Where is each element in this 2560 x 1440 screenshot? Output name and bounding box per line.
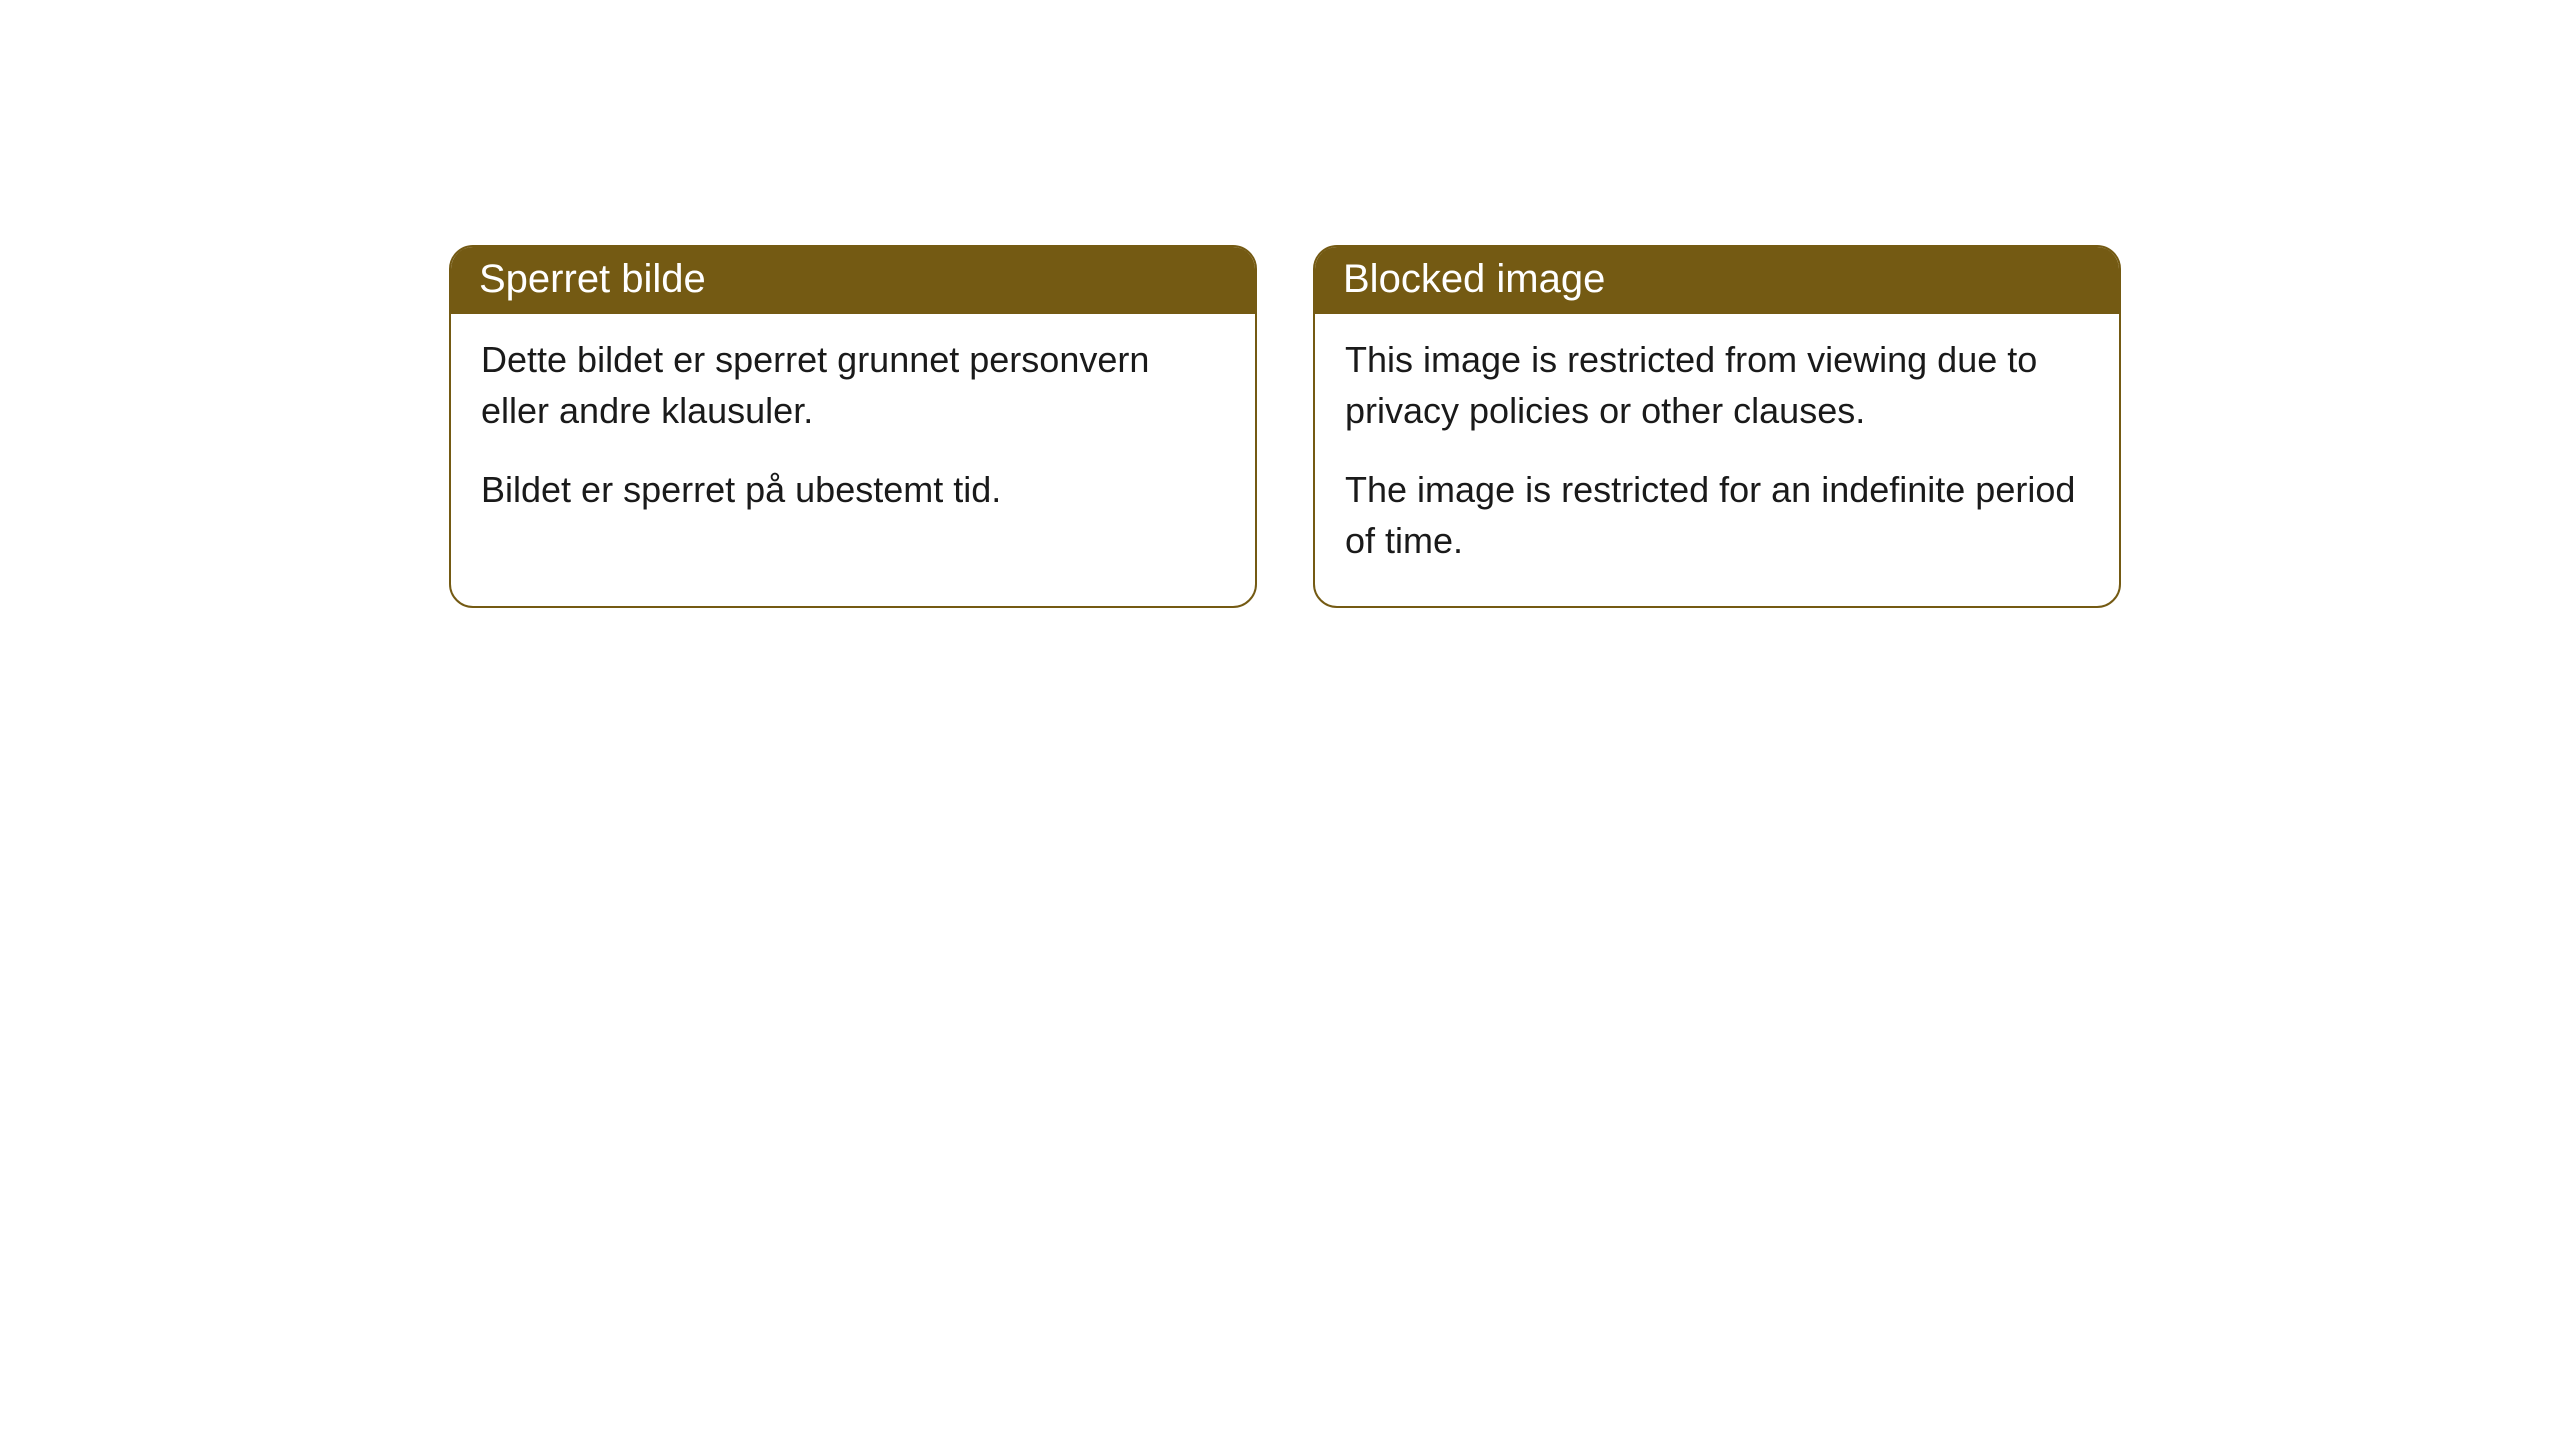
notice-card-english: Blocked image This image is restricted f…: [1313, 245, 2121, 608]
card-body-english: This image is restricted from viewing du…: [1315, 314, 2119, 606]
card-paragraph: The image is restricted for an indefinit…: [1345, 464, 2089, 566]
card-header-english: Blocked image: [1315, 247, 2119, 314]
card-body-norwegian: Dette bildet er sperret grunnet personve…: [451, 314, 1255, 555]
card-paragraph: This image is restricted from viewing du…: [1345, 334, 2089, 436]
notice-cards-container: Sperret bilde Dette bildet er sperret gr…: [449, 245, 2121, 608]
card-header-norwegian: Sperret bilde: [451, 247, 1255, 314]
card-title-english: Blocked image: [1343, 257, 1605, 301]
card-title-norwegian: Sperret bilde: [479, 257, 706, 301]
card-paragraph: Dette bildet er sperret grunnet personve…: [481, 334, 1225, 436]
notice-card-norwegian: Sperret bilde Dette bildet er sperret gr…: [449, 245, 1257, 608]
card-paragraph: Bildet er sperret på ubestemt tid.: [481, 464, 1225, 515]
